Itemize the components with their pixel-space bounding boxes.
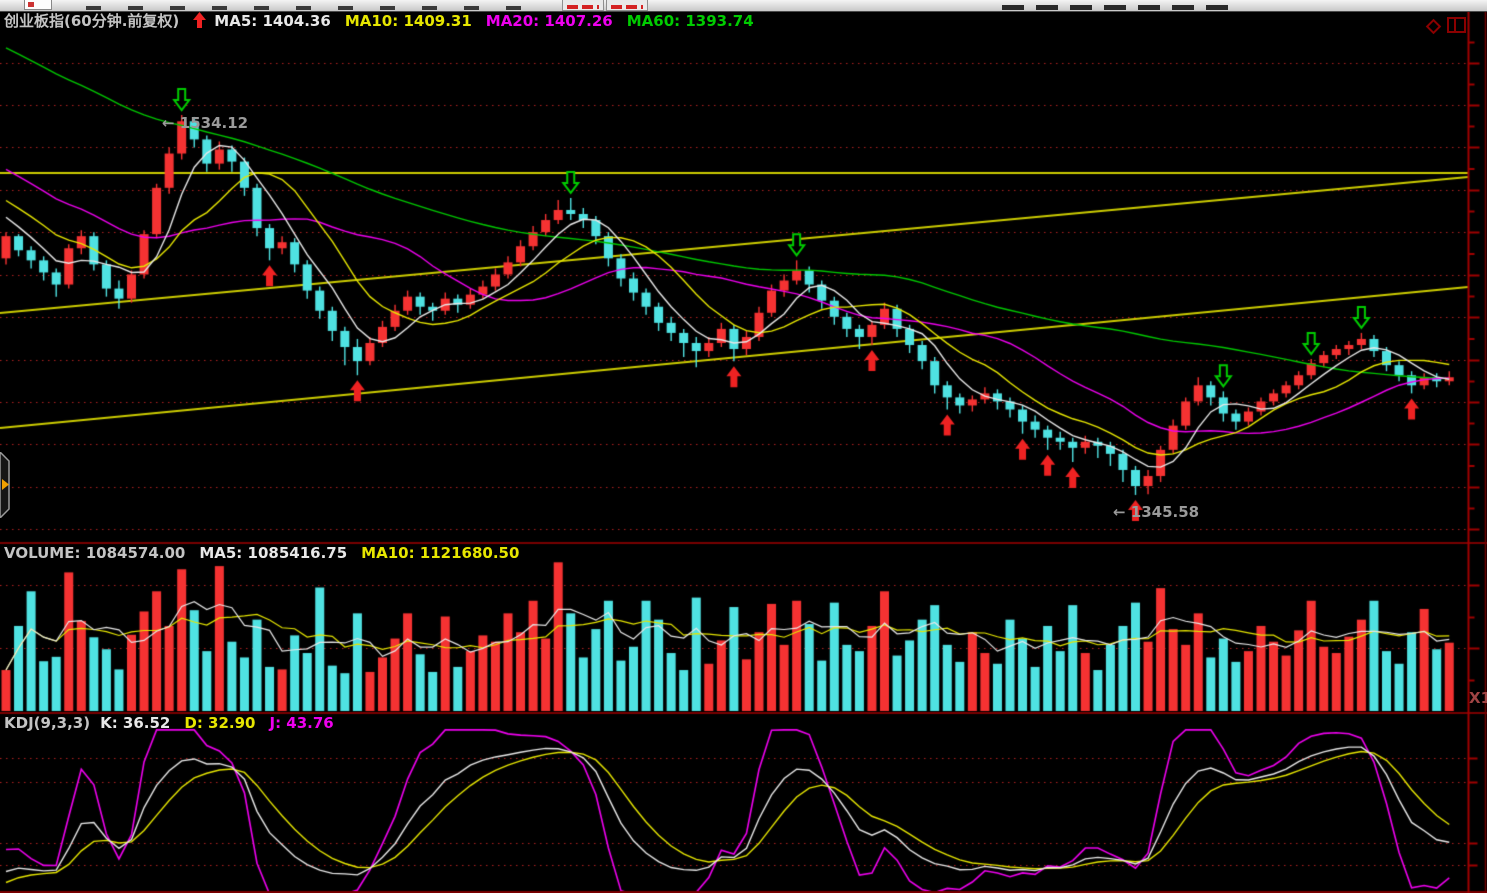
app-logo-icon [24,0,52,10]
volume-value: VOLUME: 1084574.00 [4,544,186,562]
symbol-title: 创业板指(60分钟.前复权) [4,12,180,30]
panel-expand-tab[interactable] [0,450,14,522]
expand-triangle-icon [2,479,9,490]
ma20-value: MA20: 1407.26 [485,12,613,30]
menu-items-cropped[interactable] [86,6,546,10]
kdj-d-value: D: 32.90 [184,714,256,732]
menu-bar[interactable] [0,0,1487,12]
volume-header: VOLUME: 1084574.00 MA5: 1085416.75 MA10: 1… [4,544,533,562]
ma5-value: MA5: 1404.36 [214,12,331,30]
toolbar-red-button-1[interactable] [562,0,604,11]
split-window-icon[interactable] [1447,17,1467,38]
high-price-label: ← 1534.12 [162,114,249,132]
kdj-name: KDJ(9,3,3) [4,714,91,732]
kdj-header: KDJ(9,3,3) K: 36.52 D: 32.90 J: 43.76 [4,714,348,732]
kdj-j-value: J: 43.76 [269,714,334,732]
volume-ma5-value: MA5: 1085416.75 [199,544,348,562]
ma10-value: MA10: 1409.31 [344,12,472,30]
low-price-label: ← 1345.58 [1113,503,1200,521]
statusbar-text-cropped [1002,5,1232,10]
toolbar-red-button-2[interactable] [606,0,648,11]
up-arrow-icon [193,12,207,30]
volume-scale-label: X1 [1469,689,1487,707]
ma60-value: MA60: 1393.74 [626,12,754,30]
kdj-k-value: K: 36.52 [100,714,171,732]
volume-ma10-value: MA10: 1121680.50 [361,544,520,562]
diamond-marker-icon[interactable] [1424,17,1442,39]
main-chart-header: 创业板指(60分钟.前复权) MA5: 1404.36 MA10: 1409.31 M… [4,12,768,30]
